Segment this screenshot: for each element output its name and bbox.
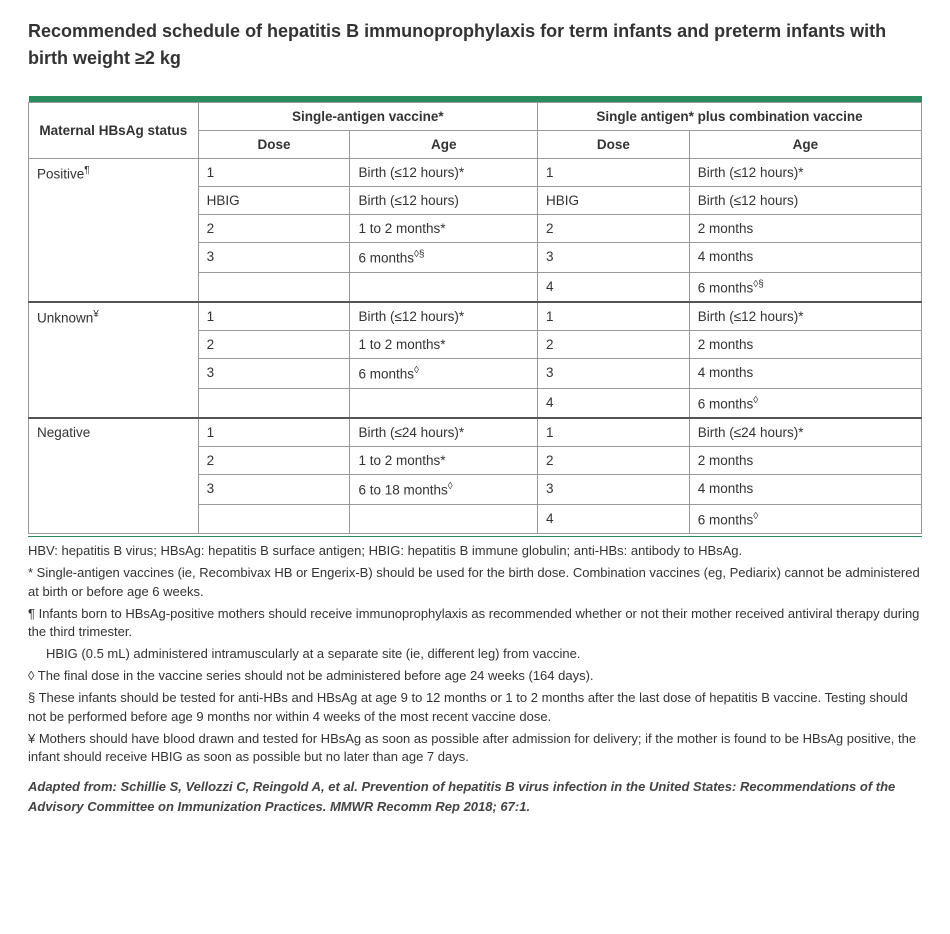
cell: 2: [198, 331, 350, 359]
table-row: Unknown¥1Birth (≤12 hours)*1Birth (≤12 h…: [29, 302, 922, 331]
cell: HBIG: [537, 187, 689, 215]
cell: 3: [537, 359, 689, 389]
cell: 1: [537, 159, 689, 187]
cell: Birth (≤12 hours)*: [350, 159, 538, 187]
cell: 4 months: [689, 243, 921, 273]
header-dose-1: Dose: [198, 131, 350, 159]
cell: 1: [198, 159, 350, 187]
cell: 3: [198, 243, 350, 273]
footnote-star: * Single-antigen vaccines (ie, Recombiva…: [28, 564, 922, 602]
table-row: Positive¶1Birth (≤12 hours)*1Birth (≤12 …: [29, 159, 922, 187]
cell: 3: [198, 475, 350, 505]
table-row: Negative1Birth (≤24 hours)*1Birth (≤24 h…: [29, 418, 922, 447]
header-age-1: Age: [350, 131, 538, 159]
cell: 2: [537, 447, 689, 475]
cell: 4: [537, 504, 689, 534]
cell: [350, 388, 538, 418]
cell: [350, 504, 538, 534]
cell: Birth (≤12 hours)*: [350, 302, 538, 331]
footnotes: HBV: hepatitis B virus; HBsAg: hepatitis…: [28, 536, 922, 767]
cell: [198, 388, 350, 418]
cell: 6 months◊: [689, 504, 921, 534]
cell: Birth (≤12 hours)*: [689, 302, 921, 331]
cell: 1: [198, 418, 350, 447]
cell: 1: [537, 418, 689, 447]
header-single: Single-antigen vaccine*: [198, 103, 537, 131]
page-title: Recommended schedule of hepatitis B immu…: [28, 18, 922, 72]
cell: 1 to 2 months*: [350, 215, 538, 243]
cell: 2: [537, 215, 689, 243]
cell: Birth (≤24 hours)*: [689, 418, 921, 447]
header-combo: Single antigen* plus combination vaccine: [537, 103, 921, 131]
cell: 1: [537, 302, 689, 331]
cell: [198, 272, 350, 302]
cell: Birth (≤12 hours): [350, 187, 538, 215]
cell: Birth (≤24 hours)*: [350, 418, 538, 447]
status-cell: Positive¶: [29, 159, 199, 303]
cell: Birth (≤12 hours): [689, 187, 921, 215]
cell: 3: [537, 475, 689, 505]
footnote-abbr: HBV: hepatitis B virus; HBsAg: hepatitis…: [28, 542, 922, 561]
cell: 4: [537, 272, 689, 302]
footnote-yen: ¥ Mothers should have blood drawn and te…: [28, 730, 922, 768]
cell: 1 to 2 months*: [350, 447, 538, 475]
header-age-2: Age: [689, 131, 921, 159]
footnote-hbig: HBIG (0.5 mL) administered intramuscular…: [28, 645, 922, 664]
cell: 6 months◊§: [350, 243, 538, 273]
footnote-section: § These infants should be tested for ant…: [28, 689, 922, 727]
cell: 3: [198, 359, 350, 389]
header-maternal: Maternal HBsAg status: [29, 103, 199, 159]
cell: 4: [537, 388, 689, 418]
cell: 4 months: [689, 475, 921, 505]
cell: Birth (≤12 hours)*: [689, 159, 921, 187]
cell: 1: [198, 302, 350, 331]
cell: 6 to 18 months◊: [350, 475, 538, 505]
schedule-table: Maternal HBsAg status Single-antigen vac…: [28, 96, 922, 534]
cell: 3: [537, 243, 689, 273]
cell: 2 months: [689, 447, 921, 475]
cell: 4 months: [689, 359, 921, 389]
footnote-pilcrow: ¶ Infants born to HBsAg-positive mothers…: [28, 605, 922, 643]
cell: 6 months◊§: [689, 272, 921, 302]
status-cell: Negative: [29, 418, 199, 534]
footnote-diamond: ◊ The final dose in the vaccine series s…: [28, 667, 922, 686]
cell: 6 months◊: [689, 388, 921, 418]
cell: [198, 504, 350, 534]
status-cell: Unknown¥: [29, 302, 199, 418]
cell: 6 months◊: [350, 359, 538, 389]
cell: 2: [198, 215, 350, 243]
header-dose-2: Dose: [537, 131, 689, 159]
cell: 2: [537, 331, 689, 359]
cell: 1 to 2 months*: [350, 331, 538, 359]
credit-line: Adapted from: Schillie S, Vellozzi C, Re…: [28, 777, 922, 816]
cell: 2 months: [689, 215, 921, 243]
cell: HBIG: [198, 187, 350, 215]
cell: [350, 272, 538, 302]
cell: 2: [198, 447, 350, 475]
cell: 2 months: [689, 331, 921, 359]
